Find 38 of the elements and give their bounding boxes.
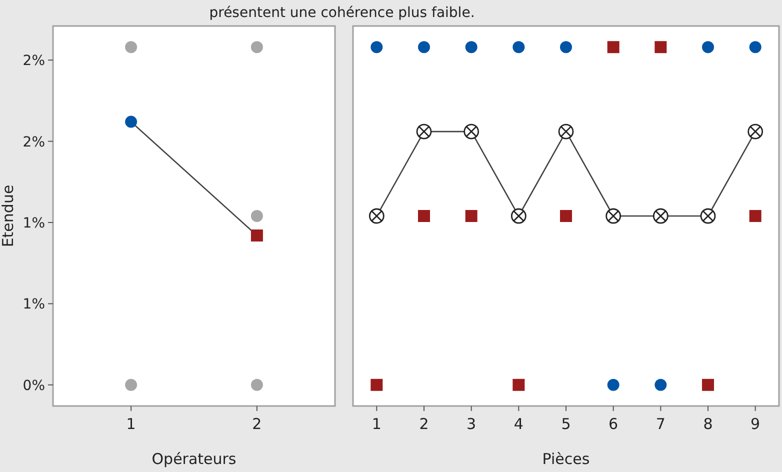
point xyxy=(370,378,383,391)
chart-title: présentent une cohérence plus faible. xyxy=(209,5,475,21)
x-axis-title: Opérateurs xyxy=(152,450,236,468)
point xyxy=(702,378,714,391)
point xyxy=(702,41,714,54)
x-axis-title: Pièces xyxy=(542,450,590,468)
point xyxy=(749,41,762,54)
point xyxy=(749,210,762,222)
point xyxy=(418,41,430,54)
x-tick-label: 6 xyxy=(608,415,618,433)
point xyxy=(512,378,525,391)
point xyxy=(654,41,667,54)
point xyxy=(607,378,620,391)
point xyxy=(560,41,572,54)
point xyxy=(465,210,478,222)
x-tick-label: 2 xyxy=(252,415,262,433)
point xyxy=(418,210,430,222)
y-tick-label: 0% xyxy=(22,378,45,394)
x-tick-label: 7 xyxy=(656,415,666,433)
point xyxy=(465,41,478,54)
x-tick-label: 4 xyxy=(514,415,524,433)
x-tick-label: 9 xyxy=(750,415,760,433)
y-tick-label: 1% xyxy=(22,215,45,232)
point xyxy=(370,41,383,54)
x-tick-label: 2 xyxy=(419,415,429,433)
point xyxy=(560,210,572,222)
y-tick-label: 2% xyxy=(22,134,45,150)
y-axis-title: Etendue xyxy=(0,184,17,248)
y-tick-label: 2% xyxy=(22,53,45,70)
x-tick-label: 5 xyxy=(561,415,571,433)
point xyxy=(654,378,667,391)
y-tick-label: 1% xyxy=(22,296,45,313)
x-tick-label: 1 xyxy=(372,415,382,433)
x-tick-label: 3 xyxy=(466,415,476,433)
point xyxy=(607,41,620,54)
x-tick-label: 8 xyxy=(703,415,713,433)
point xyxy=(512,41,525,54)
x-tick-label: 1 xyxy=(126,415,136,433)
